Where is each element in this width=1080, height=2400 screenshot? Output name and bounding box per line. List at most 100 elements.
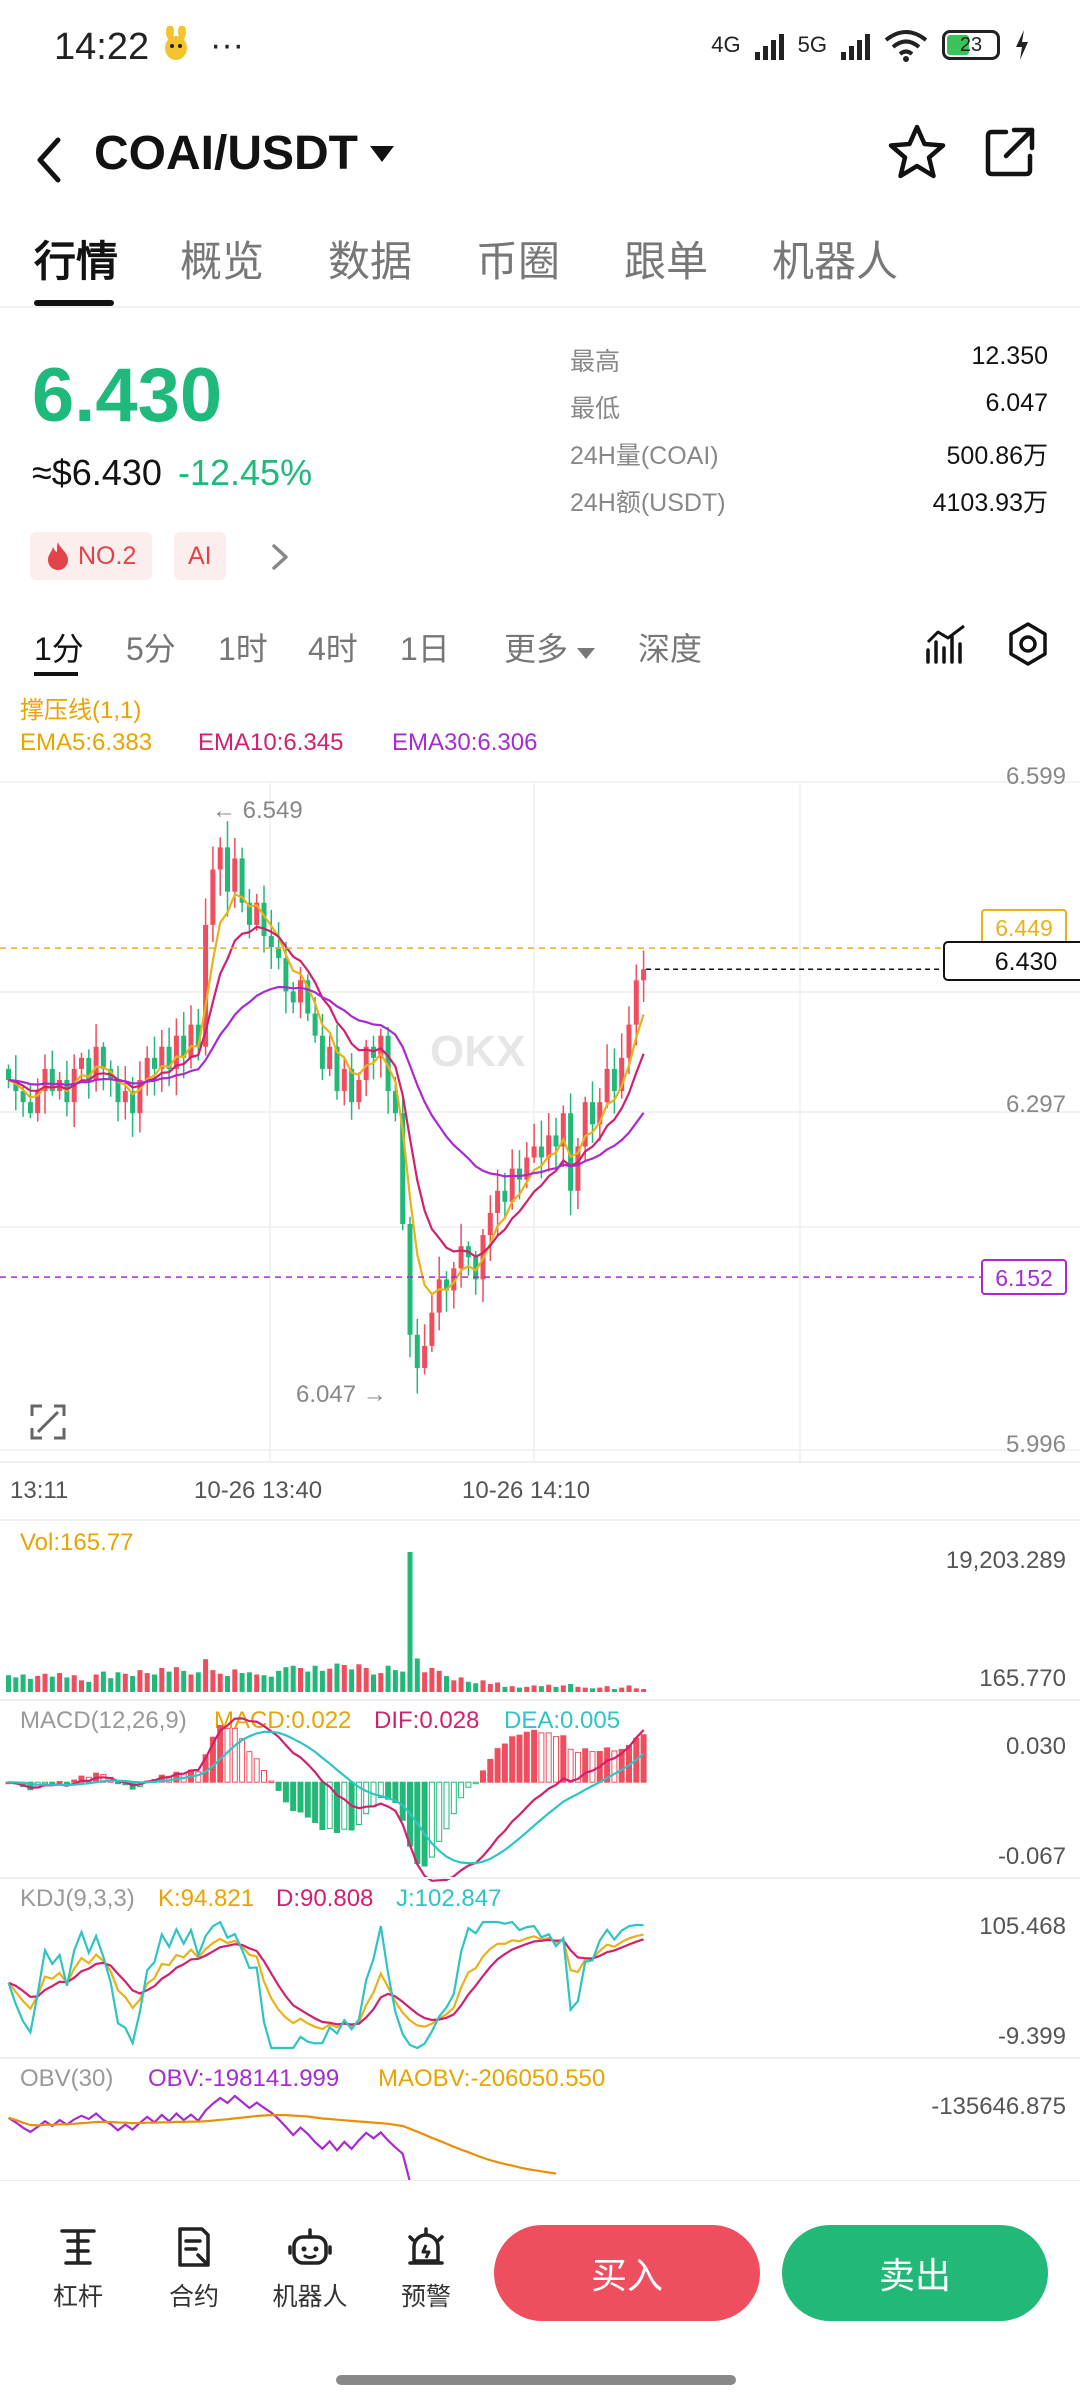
macd-bar (443, 1781, 450, 1830)
candle-body (210, 869, 216, 925)
tab-market[interactable]: 行情 (34, 238, 119, 285)
candle-body (137, 1079, 143, 1114)
tf-depth[interactable]: 深度 (638, 631, 703, 667)
tab-community[interactable]: 币圈 (476, 238, 561, 285)
macd-bar (290, 1781, 297, 1812)
tf-4h[interactable]: 4时 (308, 631, 358, 667)
rank-badge[interactable]: NO.2 (30, 532, 153, 580)
kdj-d-value: D:90.808 (276, 1885, 373, 1912)
obv-tick-top: -135646.875 (931, 2093, 1066, 2120)
candle-body (619, 1057, 625, 1092)
buy-button[interactable]: 买入 (494, 2225, 760, 2321)
nav-futures[interactable]: 合约 (154, 2225, 234, 2313)
candle-body (203, 924, 209, 1047)
volume-bar (341, 1665, 347, 1692)
share-icon[interactable] (980, 122, 1040, 182)
macd-bar (334, 1781, 340, 1834)
candle-body (626, 1024, 632, 1058)
macd-bar (319, 1781, 326, 1831)
last-price: 6.430 (32, 353, 223, 438)
volume-bar (356, 1664, 362, 1692)
volume-bar (619, 1687, 625, 1692)
volume-bar (319, 1670, 325, 1692)
tab-copy-trading[interactable]: 跟单 (624, 238, 709, 285)
back-arrow-icon[interactable] (30, 130, 70, 190)
tf-1h[interactable]: 1时 (218, 631, 268, 667)
usd-approx-price: ≈$6.430 (32, 452, 162, 493)
volume-bar (568, 1683, 574, 1692)
macd-tick-top: 0.030 (1006, 1733, 1066, 1760)
candle-body (159, 1046, 165, 1069)
candle-body (283, 958, 289, 992)
status-time: 14:22 (54, 26, 150, 68)
caret-down-icon[interactable] (370, 146, 394, 164)
kdj-j-line (7, 1920, 644, 2050)
tab-bots[interactable]: 机器人 (772, 238, 899, 285)
nav-alerts[interactable]: 预警 (386, 2225, 466, 2313)
volume-bar (210, 1670, 216, 1692)
nav-bots[interactable]: 机器人 (270, 2225, 350, 2313)
volume-bar (217, 1673, 223, 1692)
ai-tag-label: AI (188, 541, 212, 570)
candle-body (115, 1079, 121, 1103)
macd-bar (545, 1732, 552, 1783)
y-tick-top: 6.599 (1006, 763, 1066, 790)
pair-title[interactable]: COAI/USDT (94, 127, 358, 180)
bottom-action-bar: 杠杆 合约 机器人 预警 买入 卖出 (0, 2180, 1080, 2400)
volume-bar (195, 1672, 201, 1692)
ai-tag-badge[interactable]: AI (174, 532, 226, 580)
volume-bar (473, 1683, 479, 1692)
chevron-right-icon[interactable] (268, 540, 292, 574)
sell-button[interactable]: 卖出 (782, 2225, 1048, 2321)
volume-bar (283, 1667, 289, 1692)
volume-bar (524, 1686, 530, 1692)
macd-histogram (5, 1717, 647, 1882)
macd-bar (261, 1770, 267, 1783)
obv-label: OBV(30) (20, 2065, 113, 2092)
indicator-icon[interactable] (924, 622, 968, 666)
volume-bar (502, 1686, 508, 1692)
tf-more[interactable]: 更多 (504, 624, 595, 670)
volume-bars (6, 1552, 647, 1692)
nav-margin[interactable]: 杠杆 (38, 2225, 118, 2313)
volume-bar (553, 1686, 559, 1692)
candle-body (509, 1168, 515, 1202)
favorite-star-icon[interactable] (886, 122, 948, 184)
candle-body (20, 1091, 26, 1103)
volume-bar (327, 1668, 333, 1692)
candle-body (217, 847, 223, 870)
last-price-label-box (943, 941, 1080, 981)
volume-bar (108, 1678, 114, 1692)
candle-body (444, 1279, 449, 1291)
stat-label-turnover: 24H额(USDT) (570, 489, 726, 517)
x-tick-1: 10-26 13:40 (194, 1477, 322, 1504)
volume-tick-bottom: 165.770 (979, 1665, 1066, 1692)
candle-body (641, 969, 647, 981)
tf-1d[interactable]: 1日 (400, 631, 450, 667)
macd-bar (231, 1727, 238, 1783)
candle-body (487, 1212, 493, 1236)
macd-bar (217, 1724, 224, 1783)
volume-bar (203, 1659, 209, 1692)
tab-overview[interactable]: 概览 (180, 238, 265, 285)
fullscreen-icon[interactable] (30, 1404, 66, 1440)
nav-alerts-label: 预警 (400, 2283, 451, 2311)
kline-chart[interactable]: 撑压线(1,1) EMA5:6.383 EMA10:6.345 EMA30:6.… (0, 682, 1080, 2182)
volume-bar (422, 1672, 428, 1692)
macd-bar (78, 1775, 85, 1783)
volume-bar (276, 1670, 282, 1692)
candle-body (173, 1035, 179, 1069)
tf-1m[interactable]: 1分 (34, 631, 84, 667)
tab-data[interactable]: 数据 (328, 238, 413, 285)
candle-body (232, 858, 238, 892)
volume-bar (144, 1673, 150, 1692)
macd-bar (494, 1748, 501, 1783)
obv-value: OBV:-198141.999 (148, 2065, 339, 2092)
volume-bar (517, 1687, 522, 1692)
volume-bar (64, 1677, 70, 1692)
y-tick-mid: 6.297 (1006, 1091, 1066, 1118)
chart-settings-icon[interactable] (1004, 620, 1052, 668)
candle-body (575, 1146, 581, 1191)
tf-5m[interactable]: 5分 (126, 631, 176, 667)
candle-body (35, 1091, 41, 1114)
